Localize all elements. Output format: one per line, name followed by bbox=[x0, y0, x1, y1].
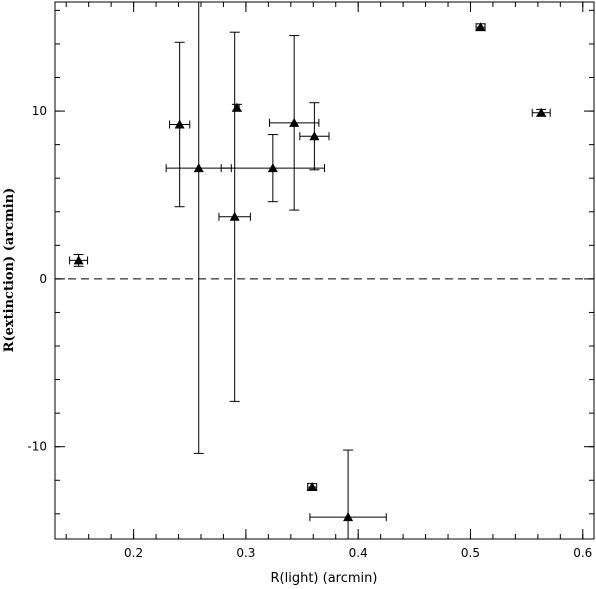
triangle-marker bbox=[343, 512, 354, 522]
plot-frame bbox=[54, 1, 595, 540]
x-tick-label: 0.3 bbox=[236, 546, 255, 560]
data-point bbox=[309, 449, 387, 539]
y-tick-label: -10 bbox=[27, 440, 47, 454]
data-point bbox=[220, 134, 325, 203]
triangle-marker bbox=[174, 119, 185, 129]
x-axis-title: R(light) (arcmin) bbox=[271, 571, 378, 586]
triangle-marker bbox=[231, 102, 242, 112]
data-point bbox=[69, 254, 89, 267]
triangle-marker bbox=[309, 131, 320, 141]
x-tick-label: 0.4 bbox=[349, 546, 368, 560]
y-tick-label: 0 bbox=[39, 272, 47, 286]
axis-tick-labels: 0.2 0.3 0.4 0.5 0.6 -10 0 10 bbox=[27, 104, 592, 560]
data-point bbox=[169, 41, 191, 208]
data-point bbox=[268, 35, 320, 211]
axis-ticks bbox=[55, 2, 594, 539]
data-point bbox=[218, 31, 251, 402]
data-points bbox=[69, 2, 551, 539]
x-tick-label: 0.2 bbox=[124, 546, 143, 560]
data-point bbox=[299, 102, 330, 171]
triangle-marker bbox=[267, 163, 278, 173]
data-point bbox=[531, 107, 551, 117]
data-point bbox=[475, 22, 486, 32]
data-point bbox=[231, 102, 242, 112]
y-axis-title: R(extinction) (arcmin) bbox=[2, 188, 17, 353]
x-tick-label: 0.5 bbox=[461, 546, 480, 560]
data-point bbox=[307, 481, 318, 491]
y-tick-label: 10 bbox=[32, 104, 47, 118]
triangle-marker bbox=[307, 481, 318, 491]
x-tick-label: 0.6 bbox=[573, 546, 592, 560]
triangle-marker bbox=[536, 107, 547, 117]
triangle-marker bbox=[73, 255, 84, 265]
triangle-marker bbox=[229, 211, 240, 221]
triangle-marker bbox=[289, 117, 300, 127]
triangle-marker bbox=[193, 163, 204, 173]
data-point bbox=[165, 2, 232, 454]
triangle-marker bbox=[475, 22, 486, 32]
